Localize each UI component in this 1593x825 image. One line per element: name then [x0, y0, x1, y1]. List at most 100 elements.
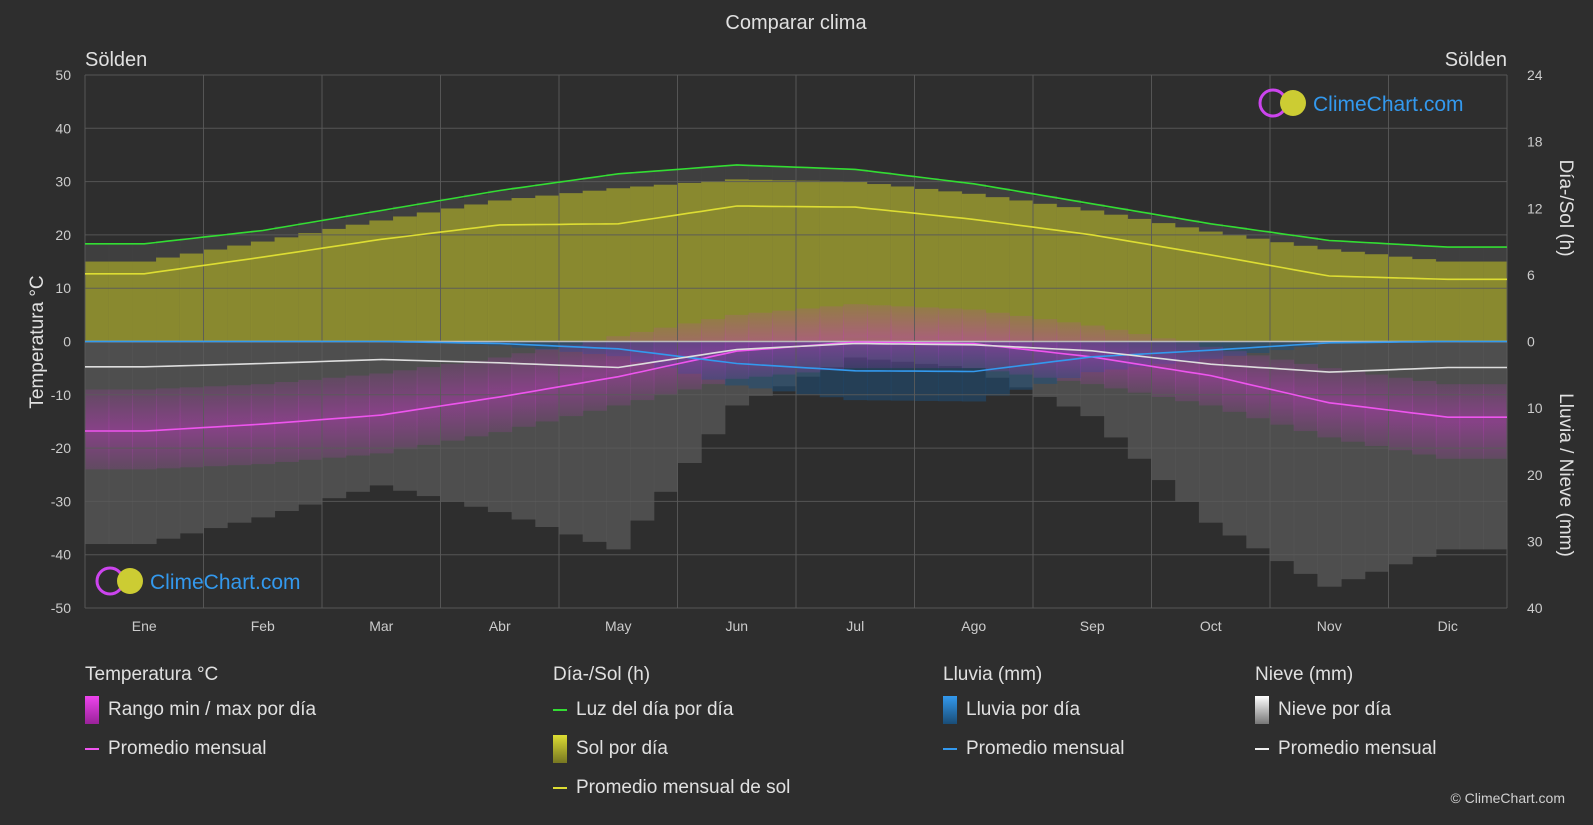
sunshine-bar: [464, 204, 489, 342]
temperature-range-bar: [819, 306, 844, 371]
line-swatch: [943, 747, 957, 750]
climate-chart: Comparar clima Sölden Sölden 50 40 30 20 10 0…: [27, 12, 1576, 634]
location-left: Sölden: [85, 49, 147, 71]
sunshine-bar: [1198, 231, 1224, 342]
temperature-range-bar: [938, 308, 963, 369]
left-tick-label: 50: [55, 67, 71, 83]
sunshine-bar: [1270, 242, 1295, 342]
temperature-range-bar: [156, 388, 181, 469]
temperature-range-bar: [1080, 325, 1105, 385]
temperature-range-bar: [772, 310, 797, 375]
temperature-range-bar: [961, 309, 987, 369]
left-tick-label: 0: [63, 334, 71, 350]
sunshine-average-line: [85, 205, 1507, 281]
sunshine-bar: [582, 190, 607, 342]
month-tick-label: Ene: [132, 618, 157, 634]
left-tick-label: 20: [55, 227, 71, 243]
sunshine-bar: [511, 198, 536, 342]
month-tick-label: May: [605, 618, 631, 634]
watermark-text: ClimeChart.com: [150, 571, 301, 594]
legend-title: Temperatura °C: [85, 664, 219, 685]
temperature-range-bar: [1459, 384, 1484, 459]
legend-label: Sol por día: [576, 737, 668, 759]
legend-item: Luz del día por día: [553, 690, 790, 729]
left-axis-label: Temperatura °C: [27, 275, 48, 408]
rain-average-line: [85, 340, 1507, 373]
sunshine-bar: [108, 261, 133, 342]
temperature-range-bar: [582, 340, 607, 411]
right-top-tick-label: 24: [1527, 67, 1543, 83]
right-bottom-tick-label: 10: [1527, 400, 1543, 416]
daylight-line: [85, 164, 1507, 248]
sunshine-bar: [1175, 227, 1200, 342]
right-bottom-tick-label: 30: [1527, 533, 1543, 549]
month-tick-label: Jun: [725, 618, 748, 634]
sunshine-bar: [1293, 245, 1318, 342]
sunshine-bar: [487, 200, 513, 342]
month-tick-label: Mar: [369, 618, 393, 634]
right-top-tick-label: 6: [1527, 267, 1535, 283]
legend-item: Promedio mensual: [943, 729, 1124, 768]
month-tick-label: Abr: [489, 618, 511, 634]
legend-label: Promedio mensual de sol: [576, 776, 791, 798]
sunshine-bar: [535, 195, 560, 342]
legend-label: Nieve por día: [1278, 698, 1392, 720]
left-tick-label: 40: [55, 120, 71, 136]
legend-item: Promedio mensual: [1255, 729, 1436, 768]
sunshine-bar: [1127, 218, 1152, 342]
temperature-range-bars: [85, 304, 1508, 470]
sunshine-bar: [1341, 251, 1366, 342]
month-tick-label: Sep: [1080, 618, 1105, 634]
left-tick-label: 30: [55, 174, 71, 190]
right-top-tick-label: 0: [1527, 334, 1535, 350]
legend-label: Promedio mensual: [108, 737, 267, 759]
legend-label: Rango min / max por día: [108, 698, 317, 720]
sunshine-bar: [1246, 238, 1271, 342]
right-bottom-tick-label: 20: [1527, 467, 1543, 483]
right-top-axis-label: Día-/Sol (h): [1555, 159, 1576, 256]
temperature-range-bar: [914, 307, 939, 369]
legend-title: Día-/Sol (h): [553, 664, 651, 685]
legend-title: Nieve (mm): [1255, 664, 1354, 685]
left-tick-label: -20: [51, 440, 71, 456]
month-tick-label: Jul: [846, 618, 864, 634]
line-swatch: [1255, 747, 1269, 750]
legend-label: Lluvia por día: [966, 698, 1081, 720]
chart-title: Comparar clima: [725, 12, 867, 34]
line-swatch: [85, 747, 99, 750]
legend-temperature: Temperatura °C Rango min / max por día P…: [85, 660, 316, 768]
temperature-range-bar: [843, 304, 868, 369]
legend-daylight: Día-/Sol (h) Luz del día por día Sol por…: [553, 660, 790, 807]
sunshine-bar: [1388, 256, 1413, 342]
snow-swatch: [1255, 695, 1269, 724]
right-bottom-axis-label: Lluvia / Nieve (mm): [1555, 393, 1576, 557]
legend-label: Promedio mensual: [1278, 737, 1437, 759]
legend-item: Promedio mensual de sol: [553, 768, 790, 807]
temperature-range-bar: [1056, 322, 1081, 381]
sunshine-bar: [1033, 203, 1058, 342]
temperature-range-bar: [748, 312, 773, 377]
series-lines: [85, 164, 1507, 432]
legend-item: Lluvia por día: [943, 690, 1124, 729]
sunshine-bar: [677, 182, 702, 342]
sunshine-bar: [1104, 214, 1129, 342]
sunshine-bar: [132, 261, 157, 342]
temperature-range-bar: [85, 389, 110, 470]
temperature-range-bar: [511, 353, 536, 427]
sunshine-bar: [1056, 207, 1081, 342]
sunshine-bar: [1459, 261, 1484, 342]
legend-item: Promedio mensual: [85, 729, 316, 768]
left-tick-label: -40: [51, 547, 71, 563]
left-tick-label: 10: [55, 280, 71, 296]
watermark-top: ClimeChart.com: [1258, 88, 1464, 118]
sunshine-bar: [630, 186, 655, 342]
watermark-text: ClimeChart.com: [1313, 93, 1464, 116]
legend-snow: Nieve (mm) Nieve por día Promedio mensua…: [1255, 660, 1436, 768]
temperature-range-bar: [1435, 384, 1461, 459]
sunshine-bar: [1483, 261, 1508, 342]
temperature-range-bar: [1412, 380, 1437, 455]
legend-title: Lluvia (mm): [943, 664, 1043, 685]
snow-average-line: [85, 342, 1507, 373]
sunshine-bar: [606, 188, 631, 342]
temperature-range-bar: [559, 344, 584, 417]
